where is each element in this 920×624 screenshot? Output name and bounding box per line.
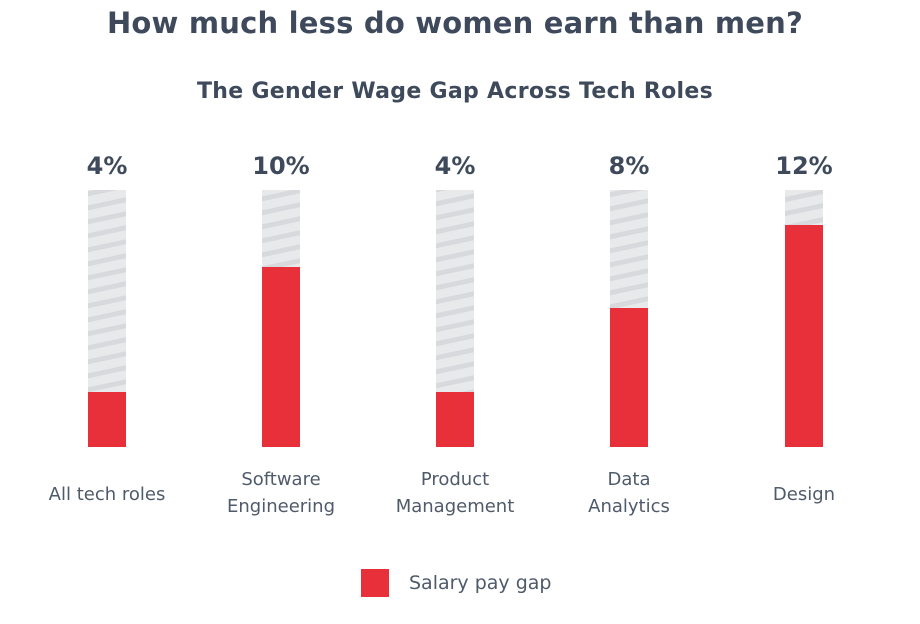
- bar-salary-pay-gap: [262, 267, 300, 447]
- category-label: Design: [773, 484, 835, 505]
- category-label: Product: [421, 469, 489, 490]
- value-label: 8%: [609, 152, 650, 180]
- chart-title: How much less do women earn than men?: [106, 6, 804, 40]
- value-label: 4%: [435, 152, 476, 180]
- legend-swatch-salary-pay-gap: [361, 569, 389, 597]
- bar-salary-pay-gap: [436, 392, 474, 447]
- chart-subtitle: The Gender Wage Gap Across Tech Roles: [197, 79, 713, 104]
- chart-legend: Salary pay gap: [361, 568, 551, 598]
- value-label: 4%: [87, 152, 128, 180]
- category-label: Engineering: [227, 496, 335, 517]
- category-label: Management: [396, 496, 515, 517]
- bar-salary-pay-gap: [610, 308, 648, 447]
- value-label: 12%: [775, 152, 832, 180]
- value-label: 10%: [252, 152, 309, 180]
- bar-chart: 4% All tech roles 10% Software Engineering 4%…: [49, 152, 835, 517]
- category-label: All tech roles: [49, 484, 166, 505]
- category-label: Software: [241, 469, 320, 490]
- category-label: Data: [608, 469, 651, 490]
- bar-salary-pay-gap: [785, 225, 823, 447]
- category-label: Analytics: [588, 496, 670, 517]
- bar-salary-pay-gap: [88, 392, 126, 447]
- legend-label: Salary pay gap: [409, 572, 552, 594]
